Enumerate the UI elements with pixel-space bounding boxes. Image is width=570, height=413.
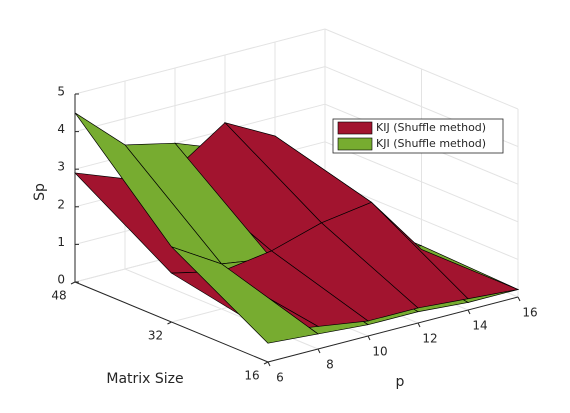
x-tick <box>317 348 321 354</box>
y-tick <box>70 281 76 285</box>
z-axis-label: Sp <box>32 183 48 201</box>
legend-label: KIJ (Shuffle method) <box>376 121 486 134</box>
legend-swatch <box>337 137 373 151</box>
z-tick-label: 3 <box>57 160 65 174</box>
grid-line <box>74 28 326 95</box>
surfaces <box>74 112 520 344</box>
x-axis-label: p <box>396 374 405 390</box>
x-tick-label: 12 <box>422 332 437 346</box>
x-tick <box>367 335 371 341</box>
x-tick <box>417 322 421 328</box>
y-tick <box>263 361 269 365</box>
legend: KIJ (Shuffle method) KJI (Shuffle method) <box>332 118 504 154</box>
grid-line <box>324 28 519 110</box>
x-tick-label: 8 <box>326 358 334 372</box>
legend-swatch <box>337 121 373 135</box>
x-axis <box>267 296 519 363</box>
y-axis-label: Matrix Size <box>106 371 183 387</box>
y-tick-label: 48 <box>51 289 66 303</box>
x-tick-label: 10 <box>372 345 387 359</box>
grid-line <box>74 66 326 133</box>
x-tick <box>267 361 271 367</box>
z-tick-label: 1 <box>57 235 65 249</box>
y-tick-label: 32 <box>148 329 163 343</box>
surface-patch <box>171 246 319 344</box>
z-tick-label: 4 <box>57 122 65 136</box>
z-tick-label: 0 <box>57 273 65 287</box>
x-tick <box>467 309 471 315</box>
x-tick <box>517 296 521 302</box>
z-tick-label: 2 <box>57 197 65 211</box>
legend-label: KJI (Shuffle method) <box>376 137 486 150</box>
y-tick <box>167 321 172 325</box>
x-tick-label: 6 <box>276 371 284 385</box>
x-tick-label: 16 <box>522 306 537 320</box>
y-tick-label: 16 <box>244 369 259 383</box>
grid-line <box>324 141 519 223</box>
x-tick-label: 14 <box>472 319 487 333</box>
z-tick-label: 5 <box>57 85 65 99</box>
